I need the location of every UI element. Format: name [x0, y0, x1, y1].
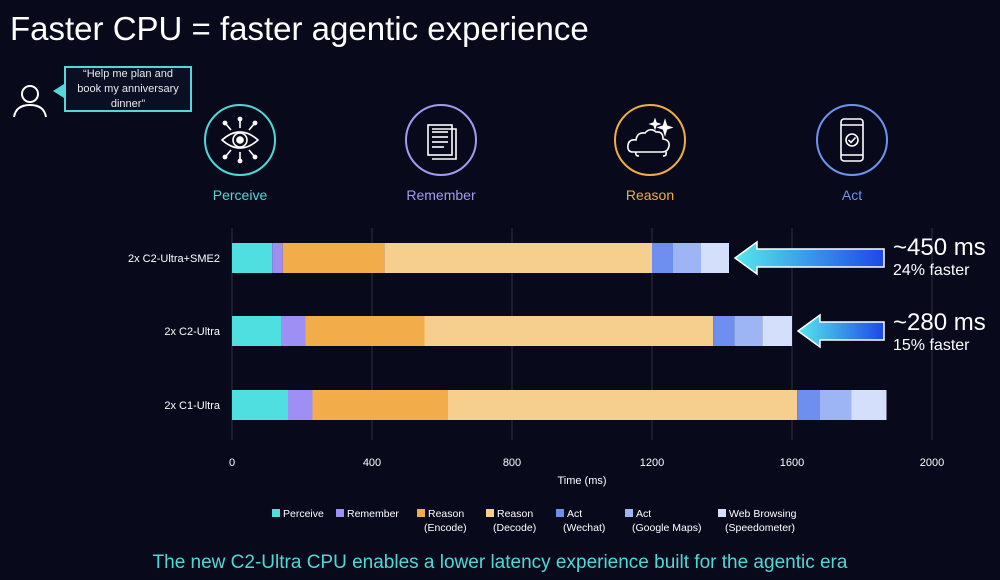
- legend-label: (Google Maps): [632, 522, 701, 534]
- x-tick-label: 400: [363, 457, 381, 469]
- bar-segment: [701, 243, 729, 273]
- x-tick-label: 1200: [640, 457, 664, 469]
- category-label: 2x C1-Ultra: [164, 400, 221, 412]
- legend-label: Act: [567, 508, 582, 520]
- bar-segment: [851, 390, 887, 420]
- bar-segment: [424, 316, 714, 346]
- bar-segment: [232, 316, 281, 346]
- bar-segment: [734, 316, 763, 346]
- bar-segment: [282, 243, 385, 273]
- document-stack-icon: [427, 124, 457, 160]
- legend-swatch: [718, 509, 726, 517]
- stage-label-remember: Remember: [406, 187, 476, 203]
- bar-segment: [762, 316, 792, 346]
- category-label: 2x C2-Ultra: [164, 326, 221, 338]
- stage-perceive: Perceive: [180, 104, 300, 203]
- bar-segment: [673, 243, 701, 273]
- bar-segment: [232, 390, 288, 420]
- bar-segment: [232, 243, 273, 273]
- callout-sme2: ~450 ms 24% faster: [893, 235, 986, 280]
- x-tick-label: 800: [503, 457, 521, 469]
- callout-sme2-time: ~450 ms: [893, 234, 986, 261]
- x-tick-label: 2000: [920, 457, 944, 469]
- x-tick-label: 1600: [780, 457, 804, 469]
- legend-swatch: [272, 509, 280, 517]
- legend-label: Remember: [347, 508, 399, 520]
- bar-segment: [384, 243, 652, 273]
- speech-bubble-tail: [53, 84, 64, 98]
- stage-label-act: Act: [841, 187, 863, 203]
- legend-label: Web Browsing: [729, 508, 797, 520]
- legend-label: (Decode): [493, 522, 536, 534]
- legend-label: (Wechat): [563, 522, 605, 534]
- legend-swatch: [625, 509, 633, 517]
- bar-segment: [652, 243, 673, 273]
- act-circle: [816, 104, 888, 176]
- user-icon: [13, 85, 47, 118]
- bar-segment: [713, 316, 735, 346]
- legend-label: (Speedometer): [725, 522, 795, 534]
- callout-c2-time: ~280 ms: [893, 309, 986, 336]
- perceive-circle: [204, 104, 276, 176]
- phone-check-icon: [840, 118, 864, 162]
- cloud-sparkle-icon: [627, 118, 674, 157]
- stage-label-reason: Reason: [625, 187, 675, 203]
- speedup-arrow: [796, 313, 885, 349]
- footer-caption: The new C2-Ultra CPU enables a lower lat…: [152, 552, 848, 573]
- legend-swatch: [417, 509, 425, 517]
- bar-segment: [272, 243, 283, 273]
- callout-c2-speedup: 15% faster: [893, 337, 970, 354]
- legend-label: Reason: [497, 508, 533, 520]
- x-tick-label: 0: [229, 457, 235, 469]
- speech-bubble: “Help me plan and book my anniversary di…: [64, 66, 192, 112]
- bar-segment: [305, 316, 425, 346]
- stage-remember: Remember: [381, 104, 501, 203]
- remember-circle: [405, 104, 477, 176]
- callout-c2: ~280 ms 15% faster: [893, 310, 986, 355]
- legend-swatch: [486, 509, 494, 517]
- bar-segment: [447, 390, 798, 420]
- bar-segment: [281, 316, 306, 346]
- legend-swatch: [556, 509, 564, 517]
- x-axis-label: Time (ms): [557, 475, 606, 487]
- speedup-arrow: [733, 240, 885, 276]
- legend-label: Reason: [428, 508, 464, 520]
- reason-circle: [614, 104, 686, 176]
- category-label: 2x C2-Ultra+SME2: [128, 253, 220, 265]
- eye-network-icon: [220, 116, 260, 164]
- bar-segment: [820, 390, 852, 420]
- legend-swatch: [336, 509, 344, 517]
- bar-segment: [797, 390, 820, 420]
- callout-sme2-speedup: 24% faster: [893, 262, 970, 279]
- page-title: Faster CPU = faster agentic experience: [10, 10, 589, 47]
- stage-reason: Reason: [590, 104, 710, 203]
- stage-label-perceive: Perceive: [212, 187, 268, 203]
- legend-label: (Encode): [424, 522, 467, 534]
- bar-segment: [288, 390, 313, 420]
- legend-label: Perceive: [283, 508, 324, 520]
- legend-label: Act: [636, 508, 651, 520]
- stage-act: Act: [792, 104, 912, 203]
- bar-segment: [312, 390, 448, 420]
